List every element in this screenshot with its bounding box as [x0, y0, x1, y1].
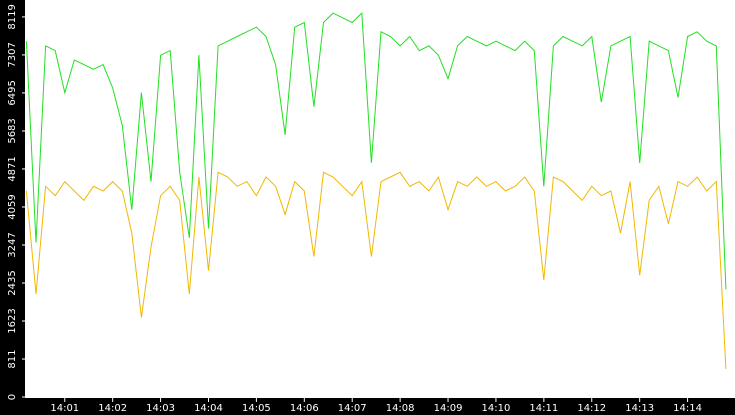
x-tick-label: 14:07 — [338, 403, 367, 414]
x-tick-label: 14:04 — [194, 403, 223, 414]
x-tick-label: 14:12 — [577, 403, 606, 414]
y-tick-label: 6495 — [7, 80, 18, 105]
y-tick-label: 4059 — [7, 194, 18, 219]
x-tick-label: 14:13 — [625, 403, 654, 414]
x-tick-label: 14:10 — [482, 403, 511, 414]
series-line — [25, 11, 727, 290]
x-tick-label: 14:09 — [434, 403, 463, 414]
y-tick-label: 3247 — [7, 232, 18, 257]
x-tick-label: 14:02 — [98, 403, 127, 414]
x-tick-label: 14:05 — [242, 403, 271, 414]
y-tick-label: 1623 — [7, 308, 18, 333]
y-tick-label: 4871 — [7, 156, 18, 181]
x-tick-label: 14:03 — [146, 403, 175, 414]
x-tick-label: 14:01 — [50, 403, 79, 414]
y-tick-label: 2435 — [7, 270, 18, 295]
x-tick-label: 14:14 — [673, 403, 702, 414]
y-tick-label: 0 — [7, 394, 18, 400]
x-tick-label: 14:11 — [529, 403, 558, 414]
x-tick-label: 14:06 — [290, 403, 319, 414]
y-tick-label: 5683 — [7, 118, 18, 143]
y-tick-label: 811 — [7, 349, 18, 368]
plot-area — [25, 0, 735, 398]
series-line — [25, 171, 727, 369]
y-tick-label: 8119 — [7, 4, 18, 29]
x-tick-label: 14:08 — [386, 403, 415, 414]
y-tick-label: 7307 — [7, 42, 18, 67]
